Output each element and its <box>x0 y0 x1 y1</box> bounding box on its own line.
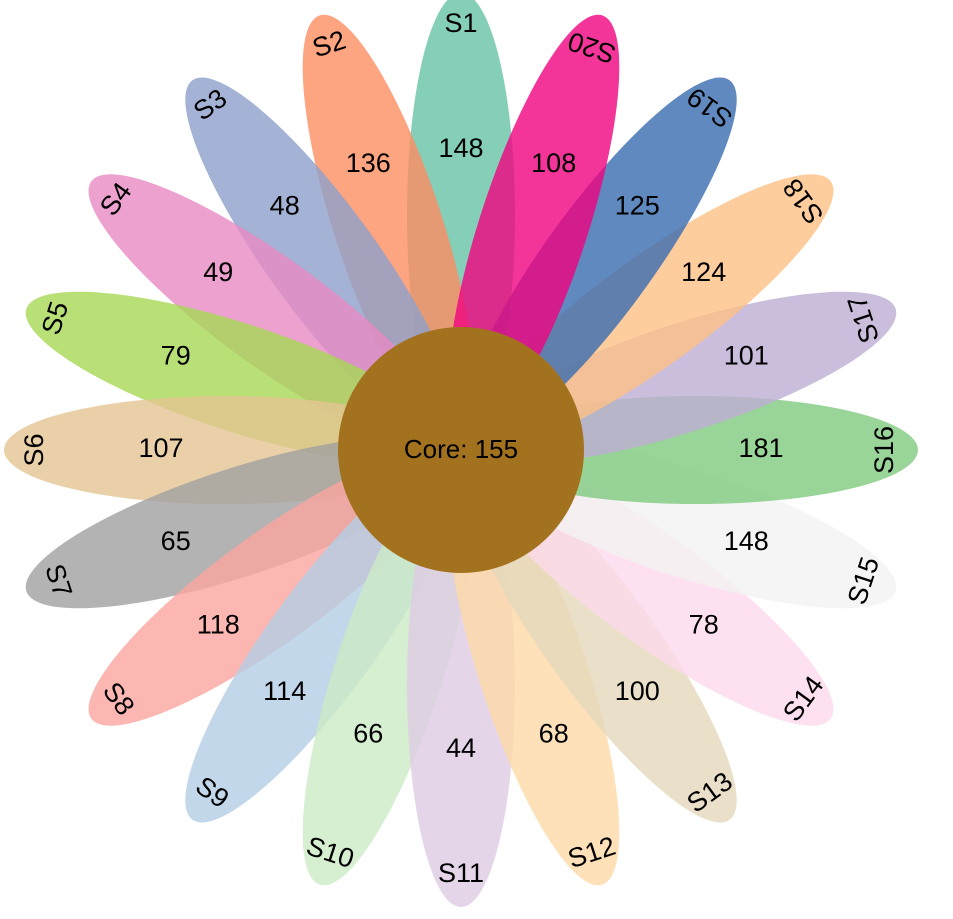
petal-value-s12: 68 <box>539 718 569 748</box>
petal-value-s15: 148 <box>724 526 769 556</box>
petal-value-s13: 100 <box>615 676 660 706</box>
petal-value-s16: 181 <box>738 433 783 463</box>
petal-value-s8: 118 <box>197 609 240 639</box>
core-circle <box>338 327 584 573</box>
petal-name-s16: S16 <box>869 426 899 474</box>
petal-value-s20: 108 <box>531 148 576 178</box>
petal-value-s7: 65 <box>161 526 191 556</box>
petal-name-s1: S1 <box>444 8 477 38</box>
petal-value-s5: 79 <box>161 340 191 370</box>
petal-value-s2: 136 <box>346 148 391 178</box>
petal-value-s17: 101 <box>724 340 769 370</box>
core-label: Core: 155 <box>404 434 518 464</box>
petal-value-s10: 66 <box>353 718 383 748</box>
petal-value-s19: 125 <box>615 190 660 220</box>
petal-value-s6: 107 <box>138 433 183 463</box>
petal-value-s3: 48 <box>270 190 300 220</box>
petal-value-s9: 114 <box>263 676 306 706</box>
petal-values-group: 148 136 48 49 79 107 65 118 114 66 44 68 100 78 148 181… <box>138 133 783 763</box>
petal-value-s11: 44 <box>446 733 476 763</box>
petal-value-s18: 124 <box>681 257 726 287</box>
petal-value-s14: 78 <box>689 609 719 639</box>
petal-value-s4: 49 <box>203 257 233 287</box>
petal-name-s11: S11 <box>438 858 484 888</box>
petal-value-s1: 148 <box>438 133 483 163</box>
petal-name-s6: S6 <box>19 433 49 466</box>
